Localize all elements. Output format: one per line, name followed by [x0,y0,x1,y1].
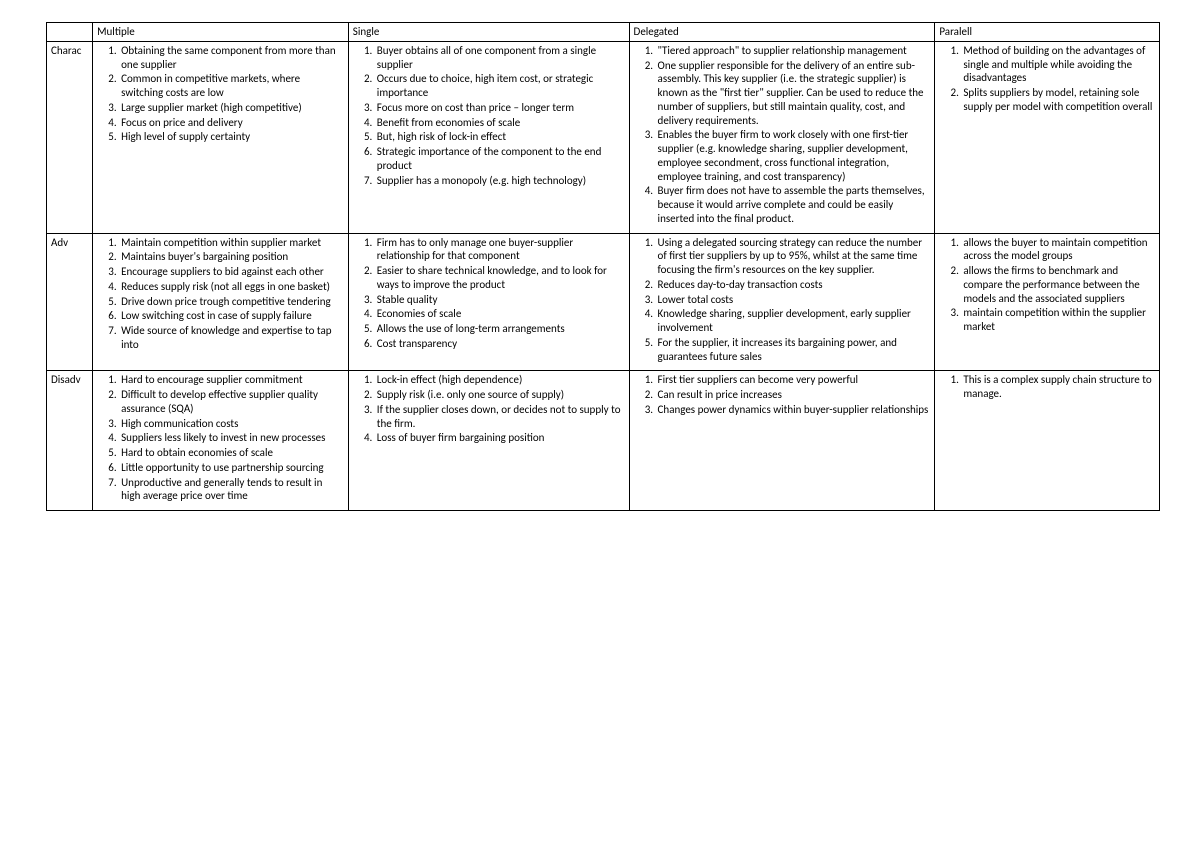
cell: Firm has to only manage one buyer-suppli… [348,233,629,371]
cell: "Tiered approach" to supplier relationsh… [629,41,935,233]
cell-item: Strategic importance of the component to… [375,145,625,173]
cell-item: For the supplier, it increases its barga… [656,336,931,364]
cell-item: allows the firms to benchmark and compar… [961,264,1155,305]
cell-item: But, high risk of lock-in effect [375,130,625,144]
cell-item: Hard to encourage supplier commitment [119,373,344,387]
cell-item: High level of supply certainty [119,130,344,144]
cell-item: Lock-in effect (high dependence) [375,373,625,387]
cell: Lock-in effect (high dependence)Supply r… [348,371,629,511]
cell-item: High communication costs [119,417,344,431]
cell-item: Low switching cost in case of supply fai… [119,309,344,323]
cell: allows the buyer to maintain competition… [935,233,1160,371]
cell-item: Cost transparency [375,337,625,351]
cell: Method of building on the advantages of … [935,41,1160,233]
cell-item: Maintains buyer's bargaining position [119,250,344,264]
cell-item: Enables the buyer firm to work closely w… [656,128,931,183]
cell-item: "Tiered approach" to supplier relationsh… [656,44,931,58]
cell-item: Method of building on the advantages of … [961,44,1155,85]
cell: Using a delegated sourcing strategy can … [629,233,935,371]
cell-item: Focus more on cost than price – longer t… [375,101,625,115]
cell-item: Splits suppliers by model, retaining sol… [961,86,1155,114]
cell-item: One supplier responsible for the deliver… [656,59,931,128]
cell-item: Hard to obtain economies of scale [119,446,344,460]
sourcing-strategies-table: MultipleSingleDelegatedParalell Charac Obt… [46,22,1160,511]
cell-item: Buyer firm does not have to assemble the… [656,184,931,225]
cell-item: Can result in price increases [656,388,931,402]
col-header: Paralell [935,23,1160,42]
cell-item: allows the buyer to maintain competition… [961,236,1155,264]
cell-item: maintain competition within the supplier… [961,306,1155,334]
cell: Buyer obtains all of one component from … [348,41,629,233]
cell: This is a complex supply chain structure… [935,371,1160,511]
cell-item: This is a complex supply chain structure… [961,373,1155,401]
cell-item: Easier to share technical knowledge, and… [375,264,625,292]
cell: Obtaining the same component from more t… [93,41,349,233]
cell-item: Obtaining the same component from more t… [119,44,344,72]
cell-item: Unproductive and generally tends to resu… [119,476,344,504]
cell-item: Loss of buyer firm bargaining position [375,431,625,445]
cell-item: First tier suppliers can become very pow… [656,373,931,387]
cell-item: Firm has to only manage one buyer-suppli… [375,236,625,264]
cell-item: Economies of scale [375,307,625,321]
cell-item: Allows the use of long-term arrangements [375,322,625,336]
cell-item: Encourage suppliers to bid against each … [119,265,344,279]
cell-item: Supplier has a monopoly (e.g. high techn… [375,174,625,188]
cell-item: Supply risk (i.e. only one source of sup… [375,388,625,402]
cell-item: If the supplier closes down, or decides … [375,403,625,431]
row-header: Disadv [47,371,93,511]
cell-item: Common in competitive markets, where swi… [119,72,344,100]
cell-item: Benefit from economies of scale [375,116,625,130]
cell-item: Knowledge sharing, supplier development,… [656,307,931,335]
row-header: Charac [47,41,93,233]
cell-item: Occurs due to choice, high item cost, or… [375,72,625,100]
cell: Hard to encourage supplier commitmentDif… [93,371,349,511]
cell-item: Focus on price and delivery [119,116,344,130]
header-blank [47,23,93,42]
cell: First tier suppliers can become very pow… [629,371,935,511]
cell: Maintain competition within supplier mar… [93,233,349,371]
cell-item: Using a delegated sourcing strategy can … [656,236,931,277]
cell-item: Reduces day-to-day transaction costs [656,278,931,292]
cell-item: Wide source of knowledge and expertise t… [119,324,344,352]
row-header: Adv [47,233,93,371]
col-header: Delegated [629,23,935,42]
cell-item: Lower total costs [656,293,931,307]
cell-item: Stable quality [375,293,625,307]
col-header: Single [348,23,629,42]
cell-item: Drive down price trough competitive tend… [119,295,344,309]
cell-item: Large supplier market (high competitive) [119,101,344,115]
cell-item: Little opportunity to use partnership so… [119,461,344,475]
cell-item: Changes power dynamics within buyer-supp… [656,403,931,417]
cell-item: Suppliers less likely to invest in new p… [119,431,344,445]
cell-item: Buyer obtains all of one component from … [375,44,625,72]
cell-item: Maintain competition within supplier mar… [119,236,344,250]
col-header: Multiple [93,23,349,42]
cell-item: Reduces supply risk (not all eggs in one… [119,280,344,294]
cell-item: Difficult to develop effective supplier … [119,388,344,416]
